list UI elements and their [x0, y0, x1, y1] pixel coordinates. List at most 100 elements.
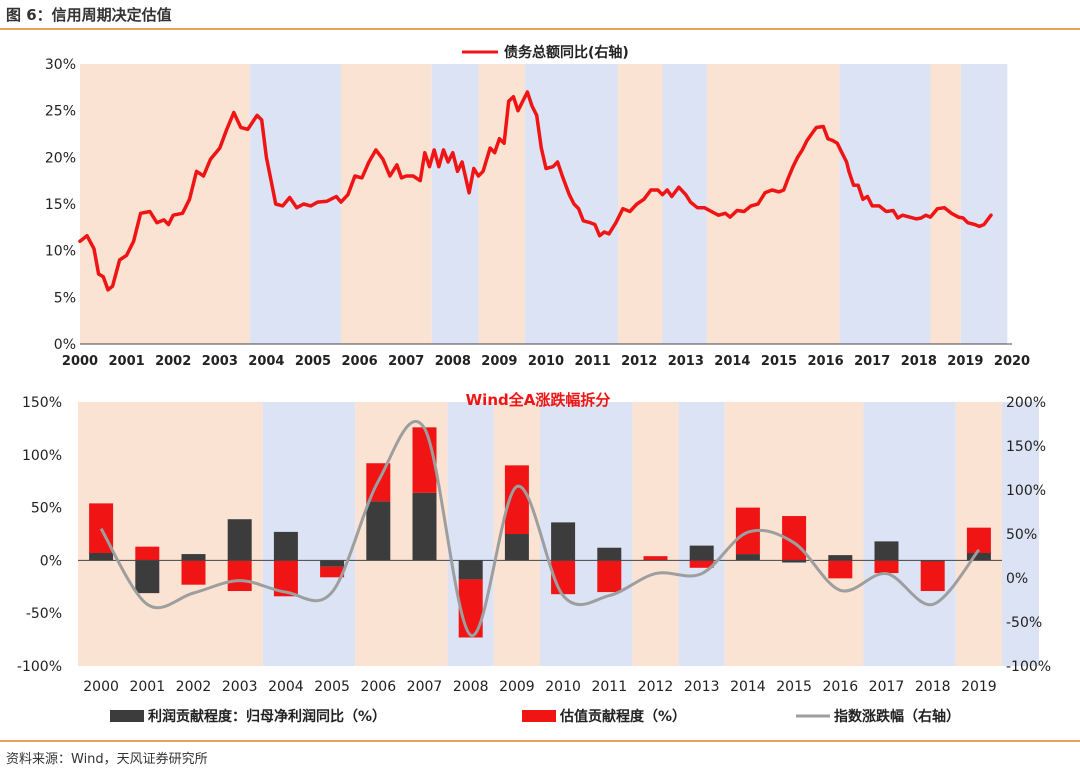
bottom-x-tick-label: 2006 [360, 679, 396, 695]
profit-bar [689, 545, 714, 561]
bottom-legend: 利润贡献程度：归母净利润同比（%） 估值贡献程度（%） 指数涨跌幅（右轴） [110, 708, 960, 725]
profit-bar [782, 560, 807, 563]
chart-canvas: 30% 25% 20% 15% 10% 5% 0% 2000 2001 2002 2003 2004… [17, 44, 1051, 725]
top-x-tick-label: 2007 [388, 354, 424, 369]
top-band [960, 64, 1008, 344]
top-band [662, 64, 707, 344]
bottom-bars [89, 427, 991, 638]
top-x-tick-label: 2000 [62, 354, 98, 369]
top-band [525, 64, 619, 344]
valuation-bar [689, 560, 714, 568]
bottom-left-tick-label: 0% [40, 553, 62, 569]
top-y-tick-label: 0% [54, 337, 76, 353]
bottom-left-tick-label: 50% [31, 501, 62, 517]
profit-bar [227, 519, 252, 561]
bottom-x-tick-label: 2003 [222, 679, 258, 695]
profit-bar [89, 553, 114, 561]
legend-label-valuation: 估值贡献程度（%） [559, 708, 686, 725]
valuation-bar [643, 556, 668, 561]
top-x-tick-label: 2009 [481, 354, 517, 369]
profit-bar [366, 501, 391, 561]
bottom-right-tick-label: 0% [1006, 571, 1028, 587]
top-x-axis: 2000 2001 2002 2003 2004 2005 2006 2007 2008 2009… [62, 354, 1030, 369]
top-divider [0, 28, 1080, 30]
valuation-bar [181, 560, 206, 585]
top-x-tick-label: 2008 [435, 354, 471, 369]
top-x-tick-label: 2005 [295, 354, 331, 369]
top-band [340, 64, 432, 344]
bottom-x-tick-label: 2015 [776, 679, 812, 695]
bottom-left-tick-label: -100% [17, 659, 62, 675]
legend-label-index: 指数涨跌幅（右轴） [834, 708, 960, 725]
legend-label-profit: 利润贡献程度：归母净利润同比（%） [148, 708, 386, 725]
profit-bar [874, 541, 899, 561]
profit-bar [828, 555, 853, 561]
bottom-left-tick-label: -50% [26, 606, 62, 622]
bottom-line-series [78, 419, 1002, 637]
top-band [706, 64, 840, 344]
bottom-left-tick-label: 100% [22, 448, 62, 464]
top-x-tick-label: 2001 [109, 354, 145, 369]
bottom-x-tick-label: 2005 [314, 679, 350, 695]
bottom-left-axis: 150% 100% 50% 0% -50% -100% [17, 395, 62, 675]
top-legend: 债务总额同比(右轴) [462, 44, 629, 61]
bottom-x-tick-label: 2010 [545, 679, 581, 695]
bottom-band [632, 402, 679, 666]
bottom-x-tick-label: 2002 [176, 679, 212, 695]
profit-bar [551, 522, 576, 561]
top-x-tick-label: 2012 [621, 354, 657, 369]
top-x-tick-label: 2010 [528, 354, 564, 369]
bottom-x-tick-label: 2017 [869, 679, 905, 695]
valuation-bar [135, 546, 160, 561]
top-band [930, 64, 961, 344]
bottom-x-tick-label: 2014 [730, 679, 766, 695]
top-band [80, 64, 251, 344]
top-line-series [78, 90, 993, 292]
top-x-tick-label: 2013 [668, 354, 704, 369]
figure-title: 图 6：信用周期决定估值 [6, 6, 172, 24]
bottom-right-tick-label: 150% [1006, 439, 1046, 455]
profit-bar [320, 560, 345, 567]
bottom-band [678, 402, 725, 666]
profit-bar [504, 534, 529, 561]
top-band [618, 64, 663, 344]
top-x-tick-label: 2017 [854, 354, 890, 369]
top-y-axis: 30% 25% 20% 15% 10% 5% 0% [45, 57, 76, 353]
bottom-right-tick-label: -100% [1006, 659, 1051, 675]
bottom-x-tick-label: 2007 [407, 679, 443, 695]
top-y-tick-label: 5% [54, 290, 76, 306]
profit-bar [597, 547, 622, 561]
bottom-x-tick-label: 2009 [499, 679, 535, 695]
bottom-x-tick-label: 2008 [453, 679, 489, 695]
bottom-right-tick-label: 50% [1006, 527, 1037, 543]
profit-bar [135, 560, 160, 594]
top-y-tick-label: 10% [45, 244, 76, 260]
bottom-x-tick-label: 2013 [684, 679, 720, 695]
bottom-x-tick-label: 2018 [915, 679, 951, 695]
profit-bar [966, 553, 991, 561]
bottom-divider [0, 740, 1080, 742]
top-x-tick-label: 2018 [901, 354, 937, 369]
top-y-tick-label: 25% [45, 104, 76, 120]
bottom-x-axis: 2000 2001 2002 2003 2004 2005 2006 2007 2008 2009… [83, 679, 996, 695]
valuation-bar [828, 560, 853, 579]
valuation-bar [597, 560, 622, 593]
valuation-bar [920, 561, 945, 592]
debt-growth-line [78, 90, 993, 292]
top-legend-label: 债务总额同比(右轴) [504, 44, 629, 61]
top-x-tick-label: 2015 [761, 354, 797, 369]
valuation-bar [874, 560, 899, 574]
bottom-x-tick-label: 2000 [83, 679, 119, 695]
valuation-bar [227, 560, 252, 592]
bottom-x-tick-label: 2016 [822, 679, 858, 695]
top-x-tick-label: 2014 [714, 354, 750, 369]
bottom-x-tick-label: 2004 [268, 679, 304, 695]
bottom-x-tick-label: 2012 [638, 679, 674, 695]
bottom-right-tick-label: 100% [1006, 483, 1046, 499]
bottom-band [863, 402, 956, 666]
bottom-right-tick-label: 200% [1006, 395, 1046, 411]
top-x-tick-label: 2002 [155, 354, 191, 369]
bottom-chart-title: Wind全A涨跌幅拆分 [466, 391, 611, 409]
valuation-bar [966, 527, 991, 554]
bottom-x-tick-label: 2019 [961, 679, 997, 695]
